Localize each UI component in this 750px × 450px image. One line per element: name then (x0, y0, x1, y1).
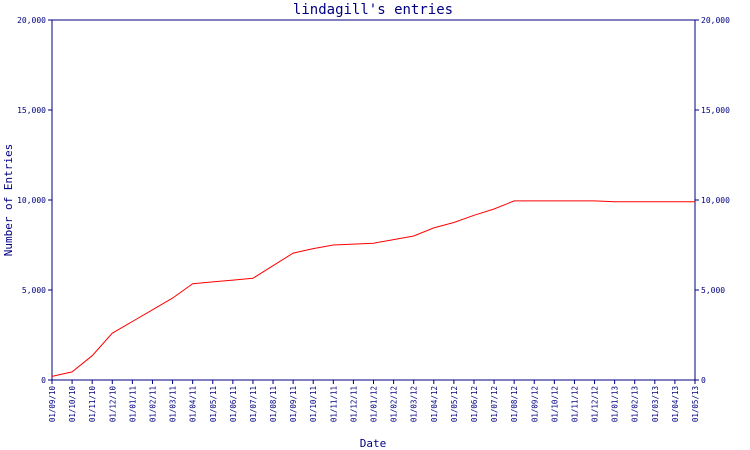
x-tick-label: 01/10/11 (309, 386, 318, 422)
y-tick-label-right: 10,000 (701, 196, 730, 205)
y-tick-label-right: 0 (701, 376, 706, 385)
x-axis: 01/09/10 01/10/10 01/11/10 01/12/10 01/01/11… (48, 380, 700, 422)
chart-title: lindagill's entries (293, 2, 453, 18)
y-tick-label-left: 5,000 (22, 286, 46, 295)
x-tick-label: 01/01/13 (611, 386, 620, 422)
x-tick-label: 01/04/12 (430, 386, 439, 422)
x-tick-label: 01/05/11 (209, 386, 218, 422)
x-tick-label: 01/12/11 (349, 386, 358, 422)
x-tick-label: 01/09/12 (530, 386, 539, 422)
x-tick-label: 01/01/12 (370, 386, 379, 422)
y-tick-label-right: 15,000 (701, 106, 730, 115)
x-tick-label: 01/12/12 (591, 386, 600, 422)
y-axis-left: 0 5,000 10,000 15,000 20,000 (17, 16, 52, 385)
x-axis-label: Date (360, 437, 387, 450)
plot-border (51, 19, 696, 381)
x-tick-label: 01/02/11 (148, 386, 157, 422)
x-tick-label: 01/07/12 (490, 386, 499, 422)
x-tick-label: 01/02/12 (390, 386, 399, 422)
x-tick-label: 01/04/13 (671, 386, 680, 422)
x-tick-label: 01/10/10 (68, 386, 77, 423)
plot-frame (51, 19, 696, 381)
y-tick-label-right: 5,000 (701, 286, 725, 295)
x-tick-label: 01/04/11 (189, 386, 198, 422)
y-tick-label-left: 20,000 (17, 16, 46, 25)
x-tick-label: 01/10/12 (550, 386, 559, 422)
x-tick-label: 01/05/13 (691, 386, 700, 422)
y-tick-label-left: 15,000 (17, 106, 46, 115)
x-tick-label: 01/08/12 (510, 386, 519, 422)
series-line (51, 200, 695, 377)
x-tick-label: 01/09/11 (289, 386, 298, 422)
x-tick-label: 01/08/11 (269, 386, 278, 422)
x-tick-label: 01/12/10 (108, 386, 117, 423)
x-tick-label: 01/03/12 (410, 386, 419, 422)
x-tick-label: 01/11/11 (329, 386, 338, 422)
x-tick-label: 01/03/11 (169, 386, 178, 422)
y-tick-label-left: 10,000 (17, 196, 46, 205)
x-tick-label: 01/06/11 (229, 386, 238, 422)
x-tick-label: 01/01/11 (128, 386, 137, 422)
x-tick-label: 01/09/10 (48, 386, 57, 423)
x-tick-label: 01/05/12 (450, 386, 459, 422)
x-tick-label: 01/03/13 (651, 386, 660, 422)
y-tick-label-left: 0 (41, 376, 46, 385)
x-tick-label: 01/11/12 (570, 386, 579, 422)
x-tick-label: 01/06/12 (470, 386, 479, 422)
y-tick-label-right: 20,000 (701, 16, 730, 25)
series-group (51, 200, 695, 377)
x-tick-label: 01/11/10 (88, 386, 97, 423)
x-tick-label: 01/07/11 (249, 386, 258, 422)
y-axis-label: Number of Entries (2, 144, 15, 257)
x-tick-label: 01/02/13 (631, 386, 640, 422)
y-axis-right: 0 5,000 10,000 15,000 20,000 (695, 16, 730, 385)
